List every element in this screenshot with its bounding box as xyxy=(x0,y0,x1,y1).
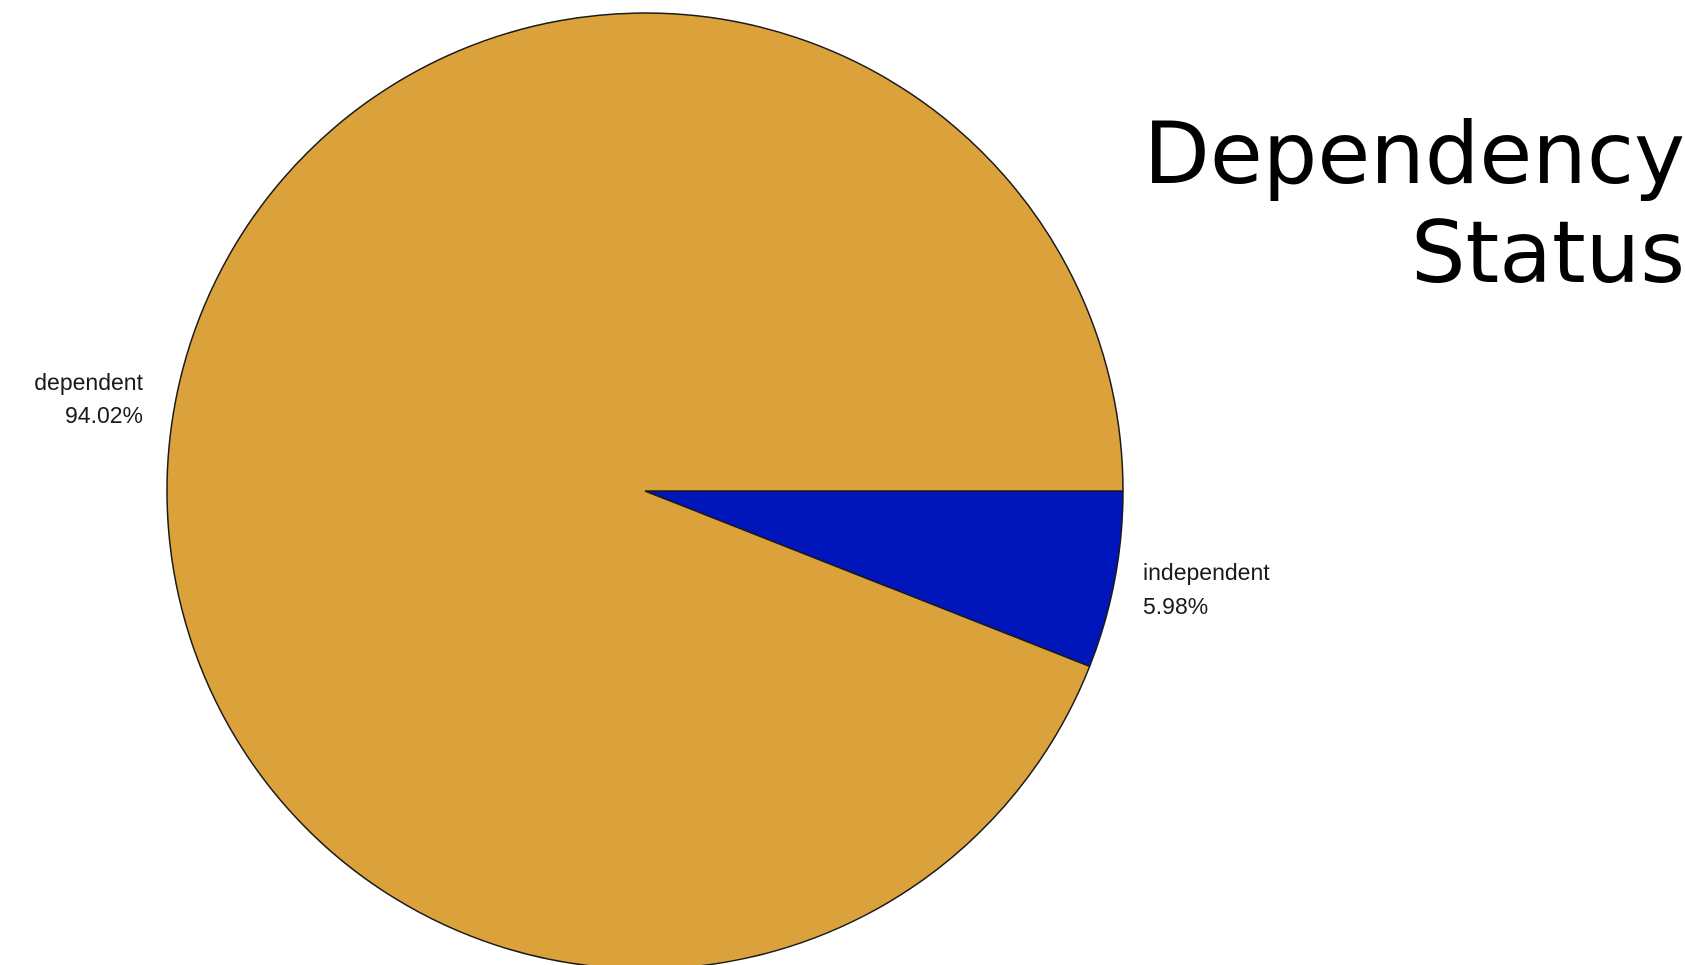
pie-slices xyxy=(167,13,1123,965)
chart-title-line-1: Dependency xyxy=(1125,105,1685,204)
pie-slice-dependent xyxy=(167,13,1123,965)
slice-label-dependent: dependent 94.02% xyxy=(34,369,143,428)
chart-title: Dependency Status xyxy=(1125,105,1685,303)
slice-category-label-independent: independent xyxy=(1143,559,1270,585)
slice-category-label-dependent: dependent xyxy=(34,369,143,395)
slice-value-label-dependent: 94.02% xyxy=(65,402,143,428)
slice-value-label-independent: 5.98% xyxy=(1143,593,1208,619)
slice-label-independent: independent 5.98% xyxy=(1143,559,1270,619)
chart-title-line-2: Status xyxy=(1125,204,1685,303)
